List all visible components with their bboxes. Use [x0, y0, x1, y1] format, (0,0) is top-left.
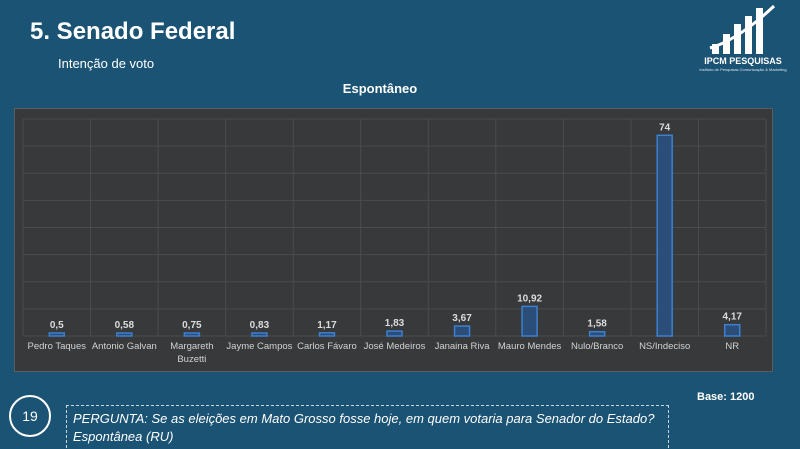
data-label: 0,5 — [50, 320, 64, 331]
category-label: Jayme Campos — [226, 341, 292, 352]
category-label: Janaina Riva — [435, 341, 491, 352]
data-label: 1,83 — [385, 318, 405, 329]
data-label: 1,58 — [587, 319, 607, 330]
data-label: 0,83 — [250, 320, 270, 331]
data-label: 1,17 — [317, 320, 337, 331]
bar — [251, 332, 268, 337]
category-label: Mauro Mendes — [498, 341, 562, 352]
bar-chart: 0,5 Pedro Taques 0,58 Antonio Galvan 0,75 Mar… — [22, 118, 767, 365]
slide-title: 5. Senado Federal — [30, 18, 236, 45]
bar — [656, 134, 673, 337]
data-label: 74 — [659, 122, 671, 133]
bar — [183, 332, 201, 337]
category-label: NS/Indeciso — [639, 341, 690, 352]
logo-tagline: Instituto de Pesquisas Comunicação & Mar… — [699, 67, 787, 72]
data-label: 3,67 — [452, 313, 472, 324]
ipcm-logo: IPCM PESQUISAS Instituto de Pesquisas Co… — [690, 4, 796, 74]
category-label: Carlos Fávaro — [297, 341, 357, 352]
chart-area: 0,5 Pedro Taques 0,58 Antonio Galvan 0,75 Mar… — [14, 108, 773, 372]
logo-name: IPCM PESQUISAS — [704, 56, 782, 66]
category-label: Antonio Galvan — [92, 341, 157, 352]
category-label: José Medeiros — [364, 341, 426, 352]
category-label: Nulo/Branco — [571, 341, 623, 352]
sample-base: Base: 1200 — [697, 391, 755, 403]
page-number: 19 — [9, 395, 51, 437]
category-label: NR — [725, 341, 739, 352]
bar — [588, 330, 606, 337]
category-label: Margareth — [170, 341, 213, 352]
bar — [453, 325, 471, 337]
chart-title: Espontâneo — [342, 81, 418, 96]
category-label: Buzetti — [177, 354, 206, 365]
category-label: Pedro Taques — [28, 341, 87, 352]
bar — [723, 323, 741, 337]
data-label: 4,17 — [722, 312, 742, 323]
question-box: PERGUNTA: Se as eleições em Mato Grosso … — [66, 405, 669, 449]
data-label: 0,75 — [182, 320, 202, 331]
bar — [116, 332, 133, 337]
logo-mark-icon — [709, 4, 776, 54]
data-label: 10,92 — [517, 293, 542, 304]
bar — [48, 332, 66, 337]
bar — [521, 305, 538, 337]
bar — [318, 332, 336, 337]
bar — [386, 330, 403, 337]
data-label: 0,58 — [115, 320, 135, 331]
slide-subtitle: Intenção de voto — [58, 56, 155, 71]
